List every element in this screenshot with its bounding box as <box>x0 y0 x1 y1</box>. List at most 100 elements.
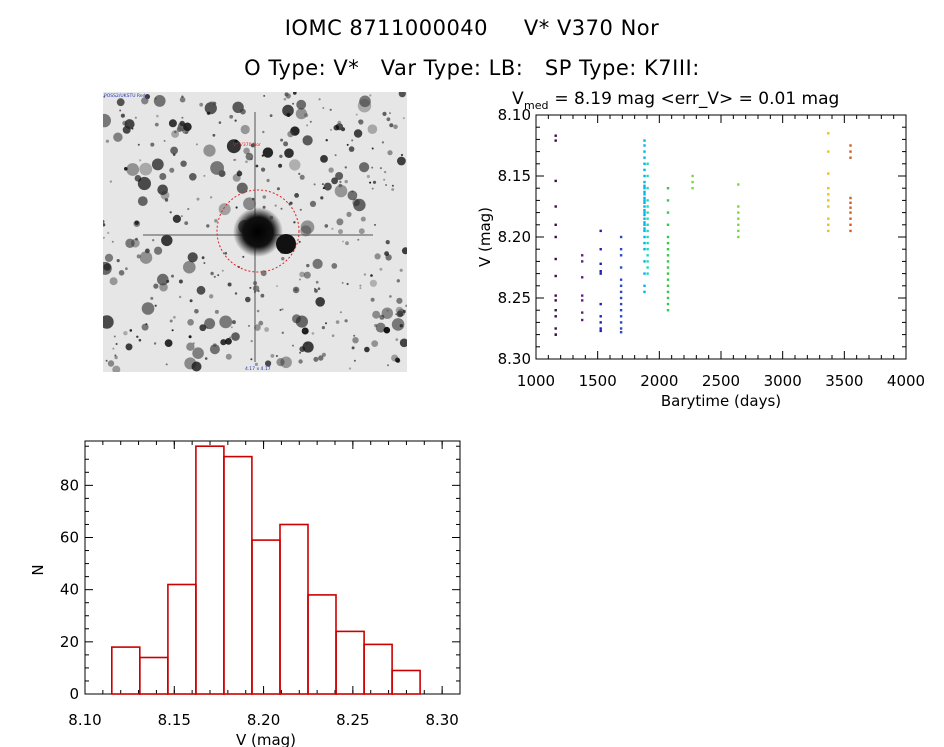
light-curve-point <box>737 217 740 220</box>
field-star <box>402 309 406 314</box>
histogram-bar <box>391 669 421 695</box>
light-curve-point <box>666 260 670 263</box>
light-curve-point <box>737 205 740 208</box>
light-curve-chart: V med = 8.19 mag <err_V> = 0.01 mag 1000… <box>476 89 925 410</box>
light-curve-point <box>646 199 649 202</box>
field-star <box>213 343 217 347</box>
field-star <box>383 178 386 181</box>
field-star <box>331 177 338 185</box>
light-curve-point <box>643 144 646 147</box>
field-star <box>348 367 352 370</box>
light-curve-point <box>643 180 646 184</box>
field-star <box>135 237 138 241</box>
light-curve-point <box>619 248 623 251</box>
field-star <box>359 287 362 290</box>
field-star <box>173 315 176 319</box>
light-curve-point <box>646 266 649 269</box>
light-curve-point <box>554 309 557 312</box>
light-curve-point <box>619 315 623 318</box>
field-star <box>369 279 377 287</box>
field-star <box>399 268 403 272</box>
light-curve-x-tick-label: 3500 <box>825 372 863 390</box>
field-star <box>295 108 307 120</box>
field-star <box>229 114 234 119</box>
field-star <box>225 353 232 360</box>
field-star <box>264 327 269 332</box>
field-star <box>298 359 303 364</box>
light-curve-point <box>619 321 623 324</box>
field-star <box>294 288 298 292</box>
field-star <box>218 121 222 124</box>
field-star <box>136 254 141 259</box>
light-curve-point <box>554 274 557 278</box>
light-curve-point <box>666 309 670 312</box>
field-star <box>187 252 198 263</box>
field-star <box>387 150 393 156</box>
light-curve-point <box>827 193 830 196</box>
field-star <box>387 242 390 245</box>
field-star <box>395 306 404 315</box>
histogram-y-axis-label: N <box>29 564 47 575</box>
field-star <box>306 124 309 127</box>
field-star <box>324 224 329 228</box>
light-curve-point <box>666 223 670 226</box>
field-star <box>214 309 219 314</box>
field-star <box>113 132 123 142</box>
title-line-1: IOMC 8711000040 V* V370 Nor <box>284 16 660 40</box>
field-star <box>338 229 343 235</box>
histogram-y-tick-label: 40 <box>60 581 79 599</box>
field-star <box>276 187 280 191</box>
histogram-bar <box>335 630 365 695</box>
histogram-bar <box>195 445 225 695</box>
light-curve-point <box>581 260 584 263</box>
field-star <box>185 131 188 135</box>
field-star <box>210 271 214 276</box>
field-star <box>187 207 190 211</box>
field-star <box>281 331 284 334</box>
field-star <box>280 207 283 210</box>
light-curve-point <box>849 201 852 204</box>
field-star <box>212 133 216 137</box>
field-star <box>141 323 149 331</box>
field-star <box>314 289 318 293</box>
histogram-bar <box>223 455 253 695</box>
field-star <box>370 274 373 277</box>
histogram-y-tick-label: 20 <box>60 633 79 651</box>
field-star <box>374 324 378 327</box>
field-star <box>369 94 372 97</box>
field-star <box>243 197 256 210</box>
field-star <box>125 238 135 248</box>
field-star <box>171 130 179 138</box>
light-curve-point <box>666 211 670 214</box>
field-star <box>217 274 220 277</box>
field-star <box>170 146 178 155</box>
field-star <box>371 187 374 190</box>
light-curve-point <box>646 229 649 233</box>
light-curve-point <box>643 211 646 214</box>
field-star <box>229 336 232 339</box>
field-star <box>169 319 173 323</box>
field-star <box>203 262 206 264</box>
light-curve-point <box>666 187 670 190</box>
field-star <box>329 108 332 111</box>
field-star <box>391 184 394 187</box>
field-star <box>359 162 370 173</box>
light-curve-point <box>643 290 646 294</box>
field-star <box>331 227 334 230</box>
light-curve-point <box>646 205 649 208</box>
field-star <box>303 271 311 279</box>
field-star <box>119 109 122 112</box>
field-star <box>164 339 173 347</box>
field-star <box>240 108 246 115</box>
field-star <box>168 119 177 128</box>
field-star <box>396 297 403 304</box>
light-curve-point <box>643 184 646 187</box>
light-curve-point <box>691 180 694 184</box>
field-star <box>347 190 358 201</box>
field-star <box>183 260 196 274</box>
field-star <box>219 315 233 329</box>
light-curve-point <box>554 223 557 226</box>
light-curve-point <box>619 290 623 294</box>
histogram-y-tick-label: 60 <box>60 529 79 547</box>
field-star <box>385 184 388 186</box>
